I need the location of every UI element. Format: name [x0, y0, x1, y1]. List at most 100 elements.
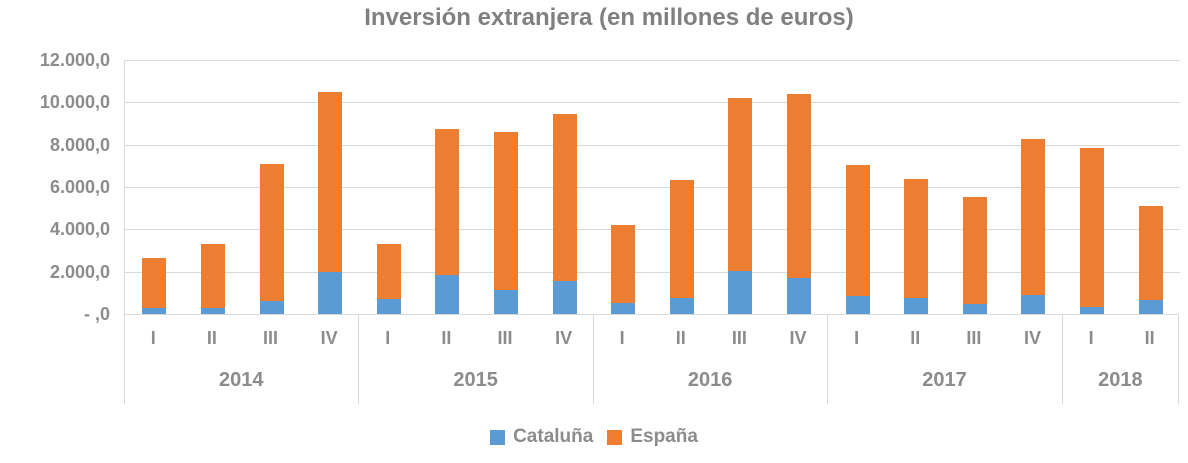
bar-2016-II — [669, 60, 694, 314]
espana-segment — [493, 132, 518, 290]
x-axis-quarter-label-2016-I: I — [619, 328, 625, 348]
espana-segment — [669, 179, 694, 299]
bar-2017-III — [962, 60, 987, 314]
cataluna-segment — [1138, 300, 1163, 314]
cataluna-segment — [493, 289, 518, 314]
plot-area — [124, 60, 1180, 314]
x-axis-quarter-label-2015-I: I — [385, 328, 391, 348]
bar-2017-IV — [1021, 60, 1046, 314]
espana-segment — [611, 225, 636, 304]
espana-segment — [787, 93, 812, 278]
x-axis-year-label-2016: 2016 — [687, 369, 733, 391]
x-axis-quarter-label-2016-IV: IV — [789, 328, 807, 348]
cataluna-swatch-icon — [490, 429, 506, 445]
bar-2015-II — [435, 60, 460, 314]
x-axis-year-label-2017: 2017 — [922, 369, 967, 391]
year-divider-line — [358, 315, 359, 404]
gridline — [125, 102, 1180, 103]
cataluna-segment — [1021, 294, 1046, 314]
x-axis-quarter-label-2014-III: III — [263, 328, 279, 348]
legend: Cataluña España — [0, 426, 1188, 448]
year-divider-line — [1178, 315, 1179, 404]
cataluna-segment — [611, 303, 636, 314]
espana-segment — [376, 244, 401, 300]
cataluna-segment — [552, 281, 577, 314]
x-axis: I II III IV 2014 I II III IV 2015 I II III IV 2016 I II I… — [124, 314, 1179, 405]
bar-2014-II — [200, 60, 225, 314]
cataluna-segment — [904, 298, 929, 314]
bar-2018-II — [1138, 60, 1163, 314]
legend-label-espana: España — [630, 426, 698, 447]
espana-segment — [435, 128, 460, 275]
bar-2015-IV — [552, 60, 577, 314]
cataluna-segment — [259, 301, 284, 314]
espana-segment — [318, 91, 343, 272]
x-axis-quarter-label-2016-II: II — [675, 328, 686, 348]
gridline — [125, 145, 1180, 146]
cataluna-segment — [142, 307, 167, 314]
bar-2015-I — [376, 60, 401, 314]
chart-title: Inversión extranjera (en millones de eur… — [364, 4, 854, 31]
cataluna-segment — [787, 278, 812, 314]
espana-segment — [200, 244, 225, 309]
espana-segment — [728, 98, 753, 271]
espana-segment — [1080, 147, 1105, 307]
espana-swatch-icon — [607, 429, 623, 445]
bar-2017-II — [904, 60, 929, 314]
cataluna-segment — [962, 303, 987, 314]
legend-item-espana: España — [607, 426, 698, 448]
x-axis-quarter-label-2014-II: II — [206, 328, 217, 348]
gridline — [125, 60, 1180, 61]
year-divider-line — [1062, 315, 1063, 404]
y-axis-tick-label: 4.000,0 — [49, 219, 110, 239]
y-axis-tick-label: 10.000,0 — [39, 92, 110, 112]
espana-segment — [1021, 139, 1046, 295]
bar-2016-IV — [787, 60, 812, 314]
bar-2015-III — [493, 60, 518, 314]
x-axis-year-label-2014: 2014 — [218, 369, 264, 391]
legend-label-cataluna: Cataluña — [513, 426, 594, 447]
espana-segment — [142, 257, 167, 308]
x-axis-year-label-2018: 2018 — [1098, 369, 1143, 391]
y-axis-tick-label: 12.000,0 — [39, 50, 110, 70]
year-divider-line — [593, 315, 594, 404]
x-axis-quarter-label-2017-II: II — [910, 328, 921, 348]
bar-2014-III — [259, 60, 284, 314]
x-axis-quarter-label-2015-IV: IV — [555, 328, 573, 348]
bar-2018-I — [1080, 60, 1105, 314]
cataluna-segment — [376, 299, 401, 314]
x-axis-quarter-label-2017-I: I — [854, 328, 860, 348]
y-axis-tick-label: 8.000,0 — [49, 135, 110, 155]
year-divider-line — [124, 315, 125, 404]
x-axis-quarter-label-2017-IV: IV — [1023, 328, 1041, 348]
espana-segment — [962, 196, 987, 304]
cataluna-segment — [669, 298, 694, 314]
x-axis-quarter-label-2014-I: I — [150, 328, 156, 348]
gridline — [125, 272, 1180, 273]
legend-item-cataluna: Cataluña — [490, 426, 593, 448]
x-axis-quarter-label-2018-I: I — [1088, 328, 1094, 348]
espana-segment — [259, 163, 284, 302]
x-axis-quarter-label-2015-III: III — [497, 328, 513, 348]
espana-segment — [904, 178, 929, 299]
gridline — [125, 229, 1180, 230]
espana-segment — [845, 164, 870, 296]
cataluna-segment — [200, 308, 225, 314]
bar-2014-IV — [318, 60, 343, 314]
x-axis-year-label-2015: 2015 — [453, 369, 498, 391]
bar-2014-I — [142, 60, 167, 314]
bar-2017-I — [845, 60, 870, 314]
cataluna-segment — [1080, 306, 1105, 314]
x-axis-quarter-label-2014-IV: IV — [320, 328, 338, 348]
y-axis-tick-label: - ,0 — [83, 304, 110, 324]
espana-segment — [552, 114, 577, 282]
bar-2016-III — [728, 60, 753, 314]
x-axis-quarter-label-2017-III: III — [966, 328, 982, 348]
year-divider-line — [827, 315, 828, 404]
cataluna-segment — [845, 296, 870, 314]
y-axis-tick-label: 6.000,0 — [49, 177, 110, 197]
x-axis-quarter-label-2018-II: II — [1144, 328, 1155, 348]
gridline — [125, 187, 1180, 188]
x-axis-quarter-label-2016-III: III — [731, 328, 747, 348]
